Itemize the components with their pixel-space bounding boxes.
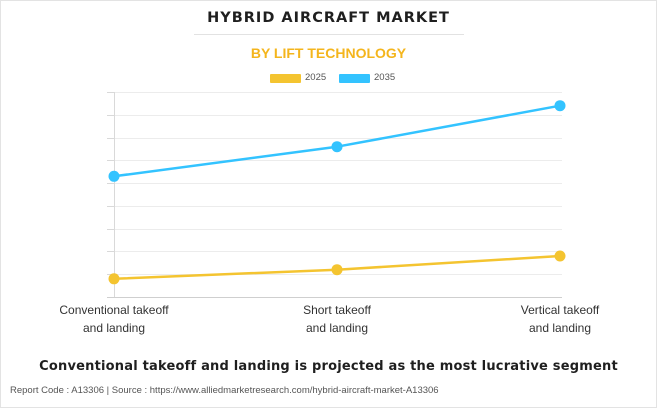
x-tick-label: Vertical takeoff and landing [521, 303, 600, 335]
data-point-2025 [108, 273, 120, 285]
data-point-2035 [331, 141, 343, 153]
chart-caption: Conventional takeoff and landing is proj… [39, 359, 618, 374]
series-line-2035 [113, 104, 561, 178]
data-point-2025 [554, 250, 566, 262]
x-tick-label: Short takeoff and landing [303, 303, 371, 335]
legend-swatch-2035 [339, 74, 370, 83]
x-tick-label: Conventional takeoff and landing [59, 303, 169, 335]
data-point-2025 [331, 264, 343, 276]
title-divider [194, 34, 464, 35]
data-point-2035 [108, 170, 120, 182]
data-point-2035 [554, 100, 566, 112]
chart-title: HYBRID AIRCRAFT MARKET [207, 10, 450, 26]
legend-swatch-2025 [270, 74, 301, 83]
chart-subtitle: BY LIFT TECHNOLOGY [250, 45, 407, 61]
legend: 2025 2035 [1, 71, 656, 85]
legend-label-2025: 2025 [305, 72, 327, 83]
source-footer: Report Code : A13306 | Source : https://… [10, 385, 439, 396]
legend-label-2035: 2035 [374, 72, 396, 83]
